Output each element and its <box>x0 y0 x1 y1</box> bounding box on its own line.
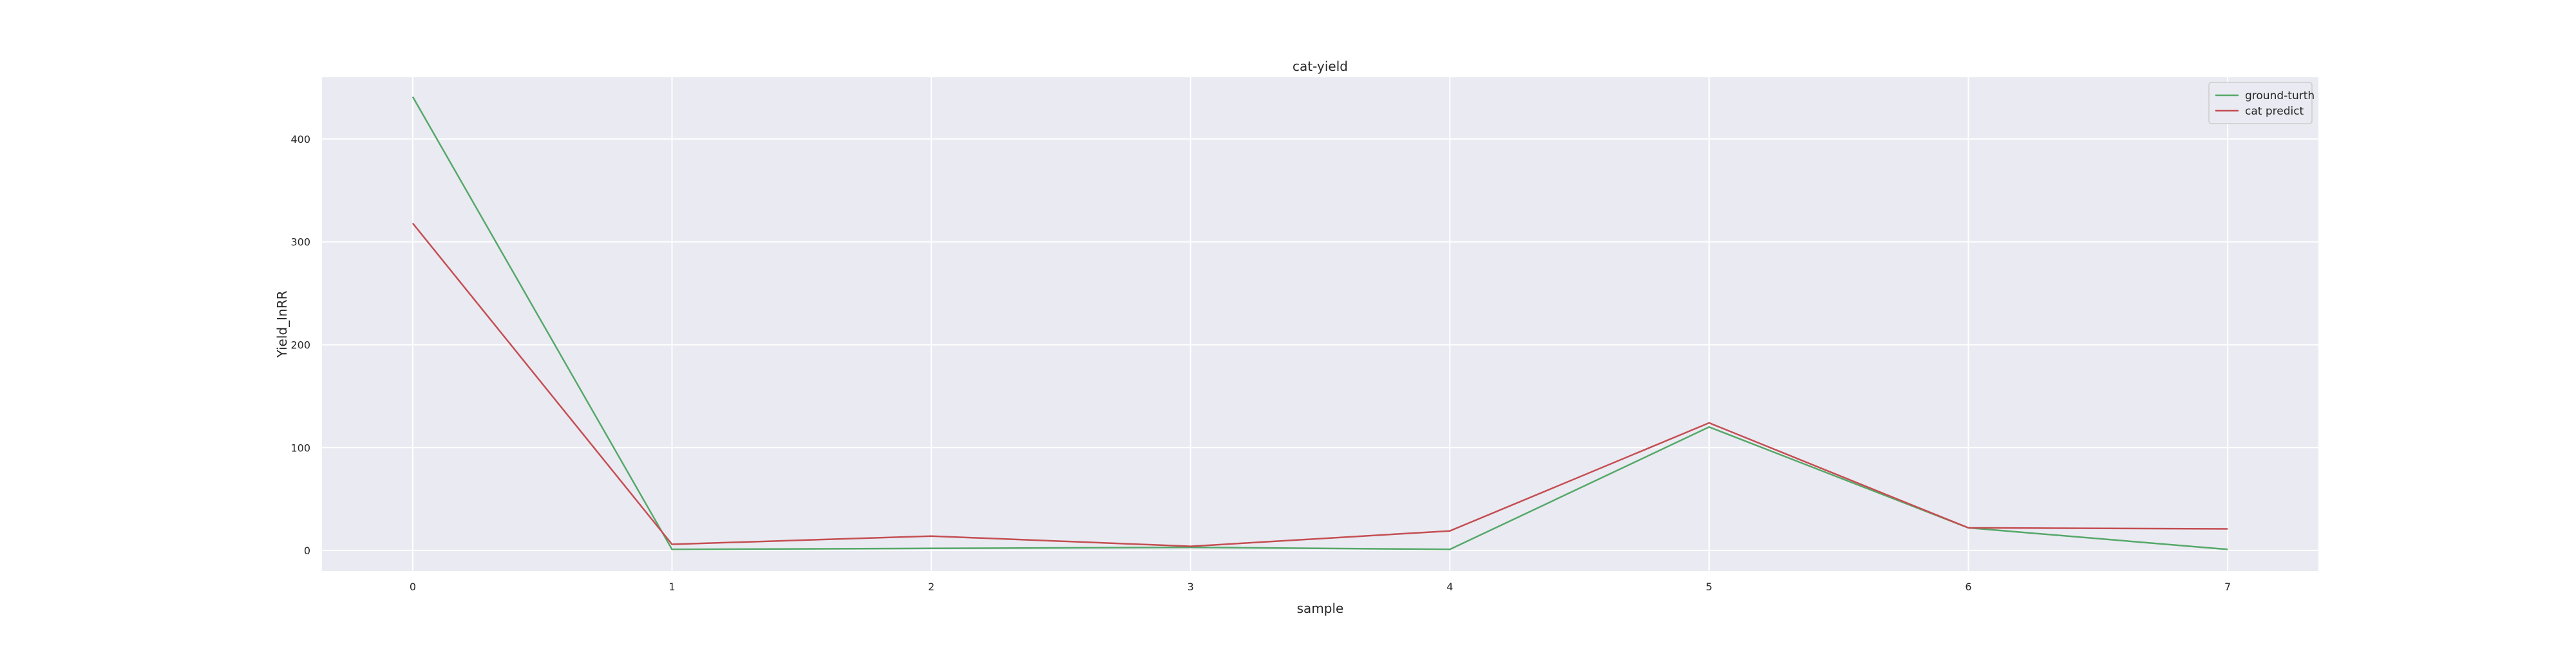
legend: ground-turth cat predict <box>2208 82 2315 124</box>
y-tick-label-2: 200 <box>290 339 310 351</box>
x-tick-label-6: 6 <box>1965 581 1971 593</box>
y-axis-label: Yield_InRR <box>274 290 290 358</box>
y-tick-label-3: 300 <box>290 236 310 248</box>
x-axis-label: sample <box>1297 601 1344 616</box>
x-tick-label-5: 5 <box>1706 581 1712 593</box>
y-tick-label-1: 100 <box>290 442 310 454</box>
legend-label-0: ground-turth <box>2245 89 2315 102</box>
x-tick-label-7: 7 <box>2224 581 2231 593</box>
x-tick-label-2: 2 <box>928 581 934 593</box>
x-tick-label-0: 0 <box>410 581 416 593</box>
y-tick-label-0: 0 <box>304 545 310 557</box>
legend-label-1: cat predict <box>2245 105 2304 118</box>
grid <box>322 77 2318 571</box>
x-tick-label-4: 4 <box>1446 581 1453 593</box>
chart-title: cat-yield <box>1293 59 1348 74</box>
x-tick-label-1: 1 <box>668 581 675 593</box>
legend-box <box>2208 82 2313 124</box>
series <box>412 96 2228 550</box>
plot-area <box>322 77 2318 571</box>
series-line-1 <box>412 223 2228 547</box>
x-tick-label-3: 3 <box>1188 581 1194 593</box>
y-tick-label-4: 400 <box>290 133 310 145</box>
ticks: 0 1 2 3 4 5 6 7 0 100 200 300 400 <box>290 133 2231 593</box>
